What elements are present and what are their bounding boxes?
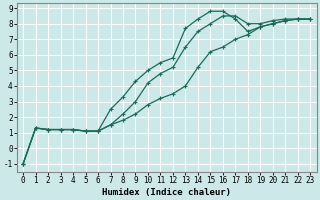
- X-axis label: Humidex (Indice chaleur): Humidex (Indice chaleur): [102, 188, 231, 197]
